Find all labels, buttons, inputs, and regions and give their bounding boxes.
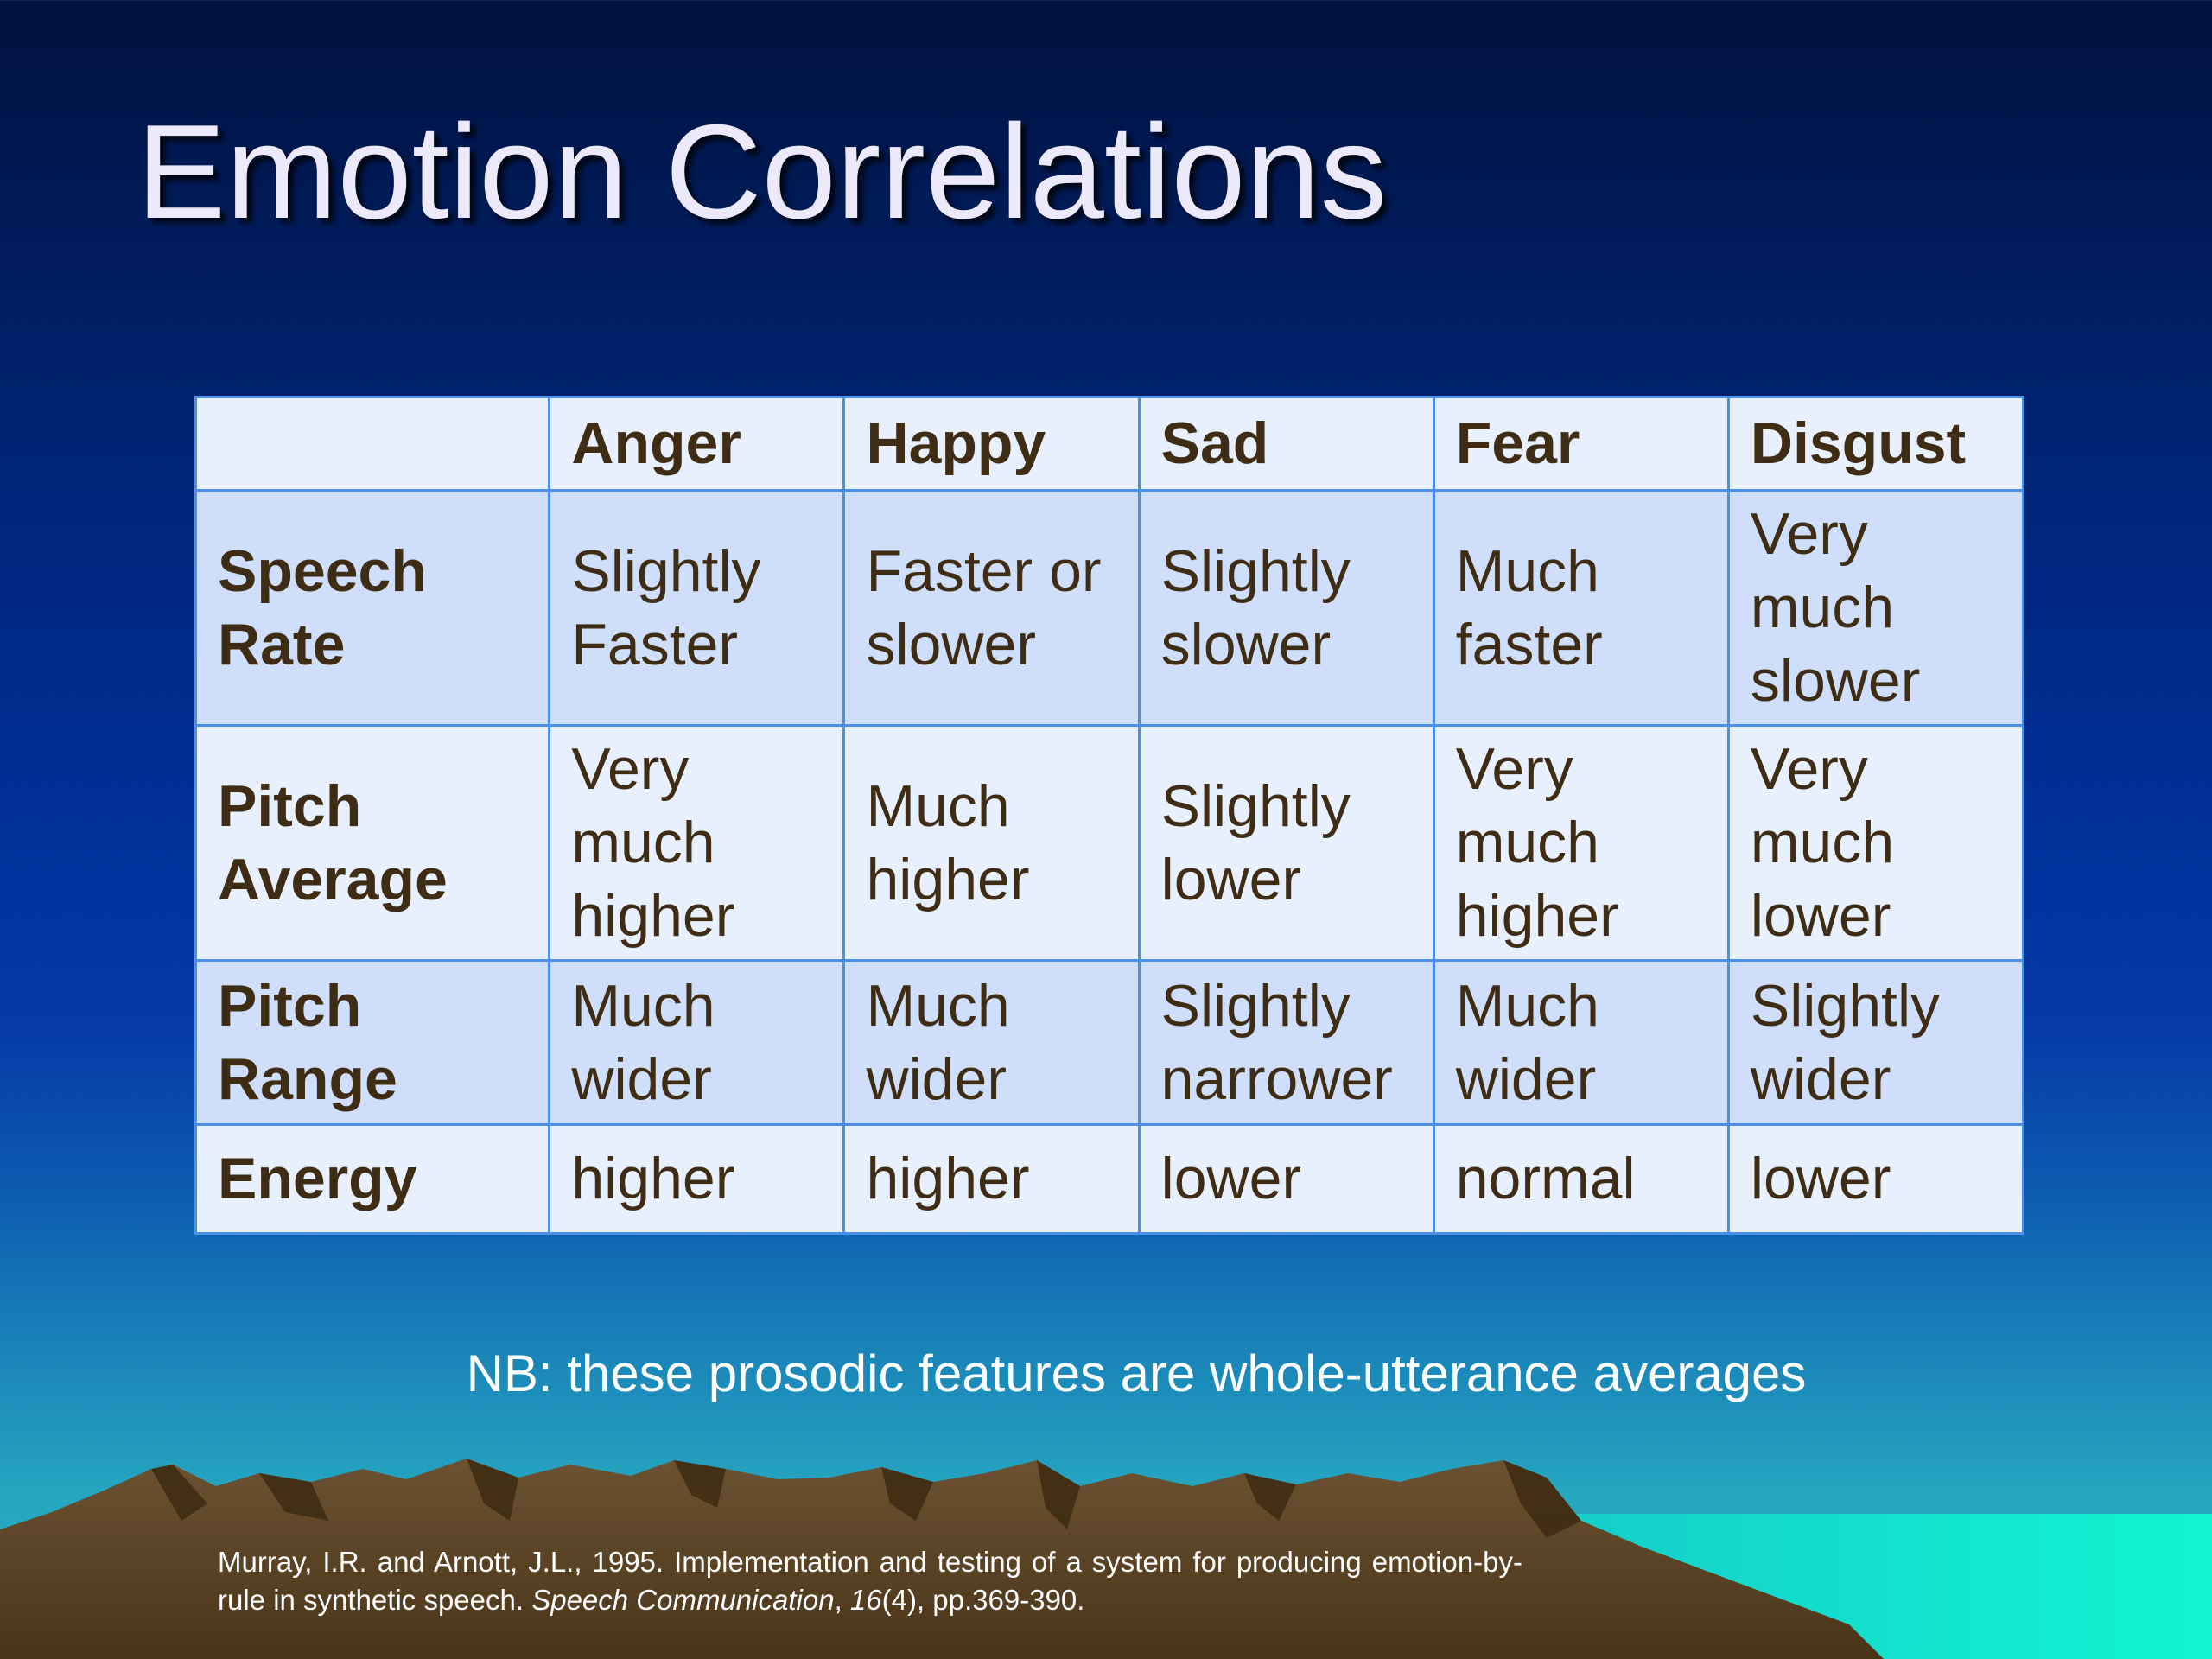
cell-text-line: Faster or	[866, 537, 1102, 604]
cell-text-line: Slightly	[571, 537, 761, 604]
table-row: Energy higher higher lower normal lower	[194, 1123, 2025, 1235]
cell-text-line: narrower	[1160, 1046, 1393, 1112]
table-cell: Slightly Faster	[548, 489, 846, 727]
cell-text-line: wider	[866, 1046, 1007, 1112]
cell-text-line: much	[1455, 810, 1599, 875]
cell-text-line: Slightly	[1160, 772, 1351, 839]
cell-text-line: higher	[1455, 883, 1619, 949]
table-header-row: Anger Happy Sad Fear Disgust	[194, 396, 2025, 492]
cell-text-line: higher	[866, 846, 1030, 912]
table-cell: lower	[1137, 1123, 1435, 1235]
table-cell: Faster or slower	[842, 489, 1141, 727]
table-cell: Much higher	[842, 724, 1141, 962]
cell-text-line: Much	[866, 972, 1010, 1039]
column-header-fear: Fear	[1432, 396, 1730, 492]
table-cell: Much faster	[1432, 489, 1730, 727]
cell-text-line: slower	[1160, 611, 1332, 677]
table-cell: Slightly narrower	[1137, 959, 1435, 1126]
cell-text-line: much	[1750, 575, 1895, 640]
row-header-cell: Speech Rate	[194, 489, 551, 727]
cell-text-line: lower	[1160, 1146, 1302, 1211]
cell-text-line: Slightly	[1160, 972, 1351, 1039]
cell-text-line: Very	[571, 736, 690, 802]
citation-line-1: Murray, I.R. and Arnott, J.L., 1995. Imp…	[218, 1546, 1362, 1578]
citation-authors-title: emotion-by-rule in synthetic speech.	[218, 1546, 1522, 1616]
cell-text-line: normal	[1455, 1146, 1636, 1211]
cell-text-line: higher	[571, 1146, 735, 1211]
citation-journal: Speech Communication	[531, 1584, 835, 1616]
table-cell: lower	[1726, 1123, 2025, 1235]
table-cell: Very much slower	[1726, 489, 2025, 727]
column-header-sad: Sad	[1137, 396, 1435, 492]
table-cell: Slightly slower	[1137, 489, 1435, 727]
table-cell: Very much higher	[1432, 724, 1730, 962]
cell-text-line: lower	[1160, 846, 1302, 912]
cell-text-line: Very	[1750, 736, 1868, 802]
row-header-cell: Pitch Range	[194, 959, 551, 1126]
cell-text-line: much	[1750, 810, 1895, 875]
table-cell: Much wider	[1432, 959, 1730, 1126]
cell-text-line: Pitch	[218, 772, 362, 839]
citation-pages: (4), pp.369-390.	[881, 1584, 1085, 1616]
table-cell: normal	[1432, 1123, 1730, 1235]
cell-text-line: Much	[1455, 972, 1599, 1039]
cell-text-line: Pitch	[218, 972, 362, 1039]
table-cell: Much wider	[842, 959, 1141, 1126]
cell-text-line: Very	[1750, 501, 1868, 567]
table-cell: Slightly lower	[1137, 724, 1435, 962]
cell-text-line: Slightly	[1750, 972, 1941, 1039]
cell-text-line: wider	[1750, 1046, 1891, 1112]
table-cell: Very much higher	[548, 724, 846, 962]
cell-text-line: slower	[1750, 648, 1921, 714]
table-cell: Very much lower	[1726, 724, 2025, 962]
cell-text-line: Range	[218, 1046, 397, 1112]
citation-separator: ,	[834, 1584, 850, 1616]
cell-text-line: Much	[1455, 537, 1599, 604]
cell-text-line: Rate	[218, 611, 346, 677]
cell-text-line: Speech	[218, 537, 427, 604]
cell-text-line: lower	[1750, 1146, 1891, 1211]
table-row: Speech Rate Slightly Faster Faster or slower S…	[194, 489, 2025, 727]
cell-text-line: much	[571, 810, 715, 875]
header-corner-cell	[194, 396, 551, 492]
row-header-cell: Energy	[194, 1123, 551, 1235]
cell-text-line: wider	[1455, 1046, 1597, 1112]
emotion-table-container: Anger Happy Sad Fear Disgust Speech Rate Slight…	[194, 396, 2025, 1235]
mountain-shadows	[151, 1459, 1581, 1538]
cell-text-line: Much	[571, 972, 715, 1039]
cell-text-line: Faster	[571, 611, 739, 677]
cell-text-line: wider	[571, 1046, 712, 1112]
footnote-note: NB: these prosodic features are whole-ut…	[466, 1344, 1807, 1402]
citation-volume: 16	[849, 1584, 882, 1616]
table-cell: higher	[842, 1123, 1141, 1235]
column-header-anger: Anger	[548, 396, 846, 492]
mountain-range	[0, 1459, 1884, 1659]
table-row: Pitch Range Much wider Much wider Slightly narr…	[194, 959, 2025, 1126]
cell-text-line: Slightly	[1160, 537, 1351, 604]
cell-text-line: slower	[866, 611, 1036, 677]
table-cell: higher	[548, 1123, 846, 1235]
cell-text-line: higher	[571, 883, 735, 949]
cell-text-line: Average	[218, 846, 448, 912]
table-cell: Much wider	[548, 959, 846, 1126]
cell-text-line: Energy	[218, 1146, 417, 1211]
column-header-disgust: Disgust	[1726, 396, 2025, 492]
slide-title: Emotion Correlations	[137, 97, 1388, 246]
table-row: Pitch Average Very much higher Much higher Slig…	[194, 724, 2025, 962]
cell-text-line: higher	[866, 1146, 1030, 1211]
table-cell: Slightly wider	[1726, 959, 2025, 1126]
row-header-cell: Pitch Average	[194, 724, 551, 962]
cell-text-line: faster	[1455, 611, 1603, 677]
cell-text-line: lower	[1750, 883, 1891, 949]
cell-text-line: Very	[1455, 736, 1573, 802]
reference-citation: Murray, I.R. and Arnott, J.L., 1995. Imp…	[218, 1543, 1522, 1619]
column-header-happy: Happy	[842, 396, 1141, 492]
cell-text-line: Much	[866, 772, 1010, 839]
emotion-correlation-table: Anger Happy Sad Fear Disgust Speech Rate Slight…	[194, 396, 2025, 1235]
